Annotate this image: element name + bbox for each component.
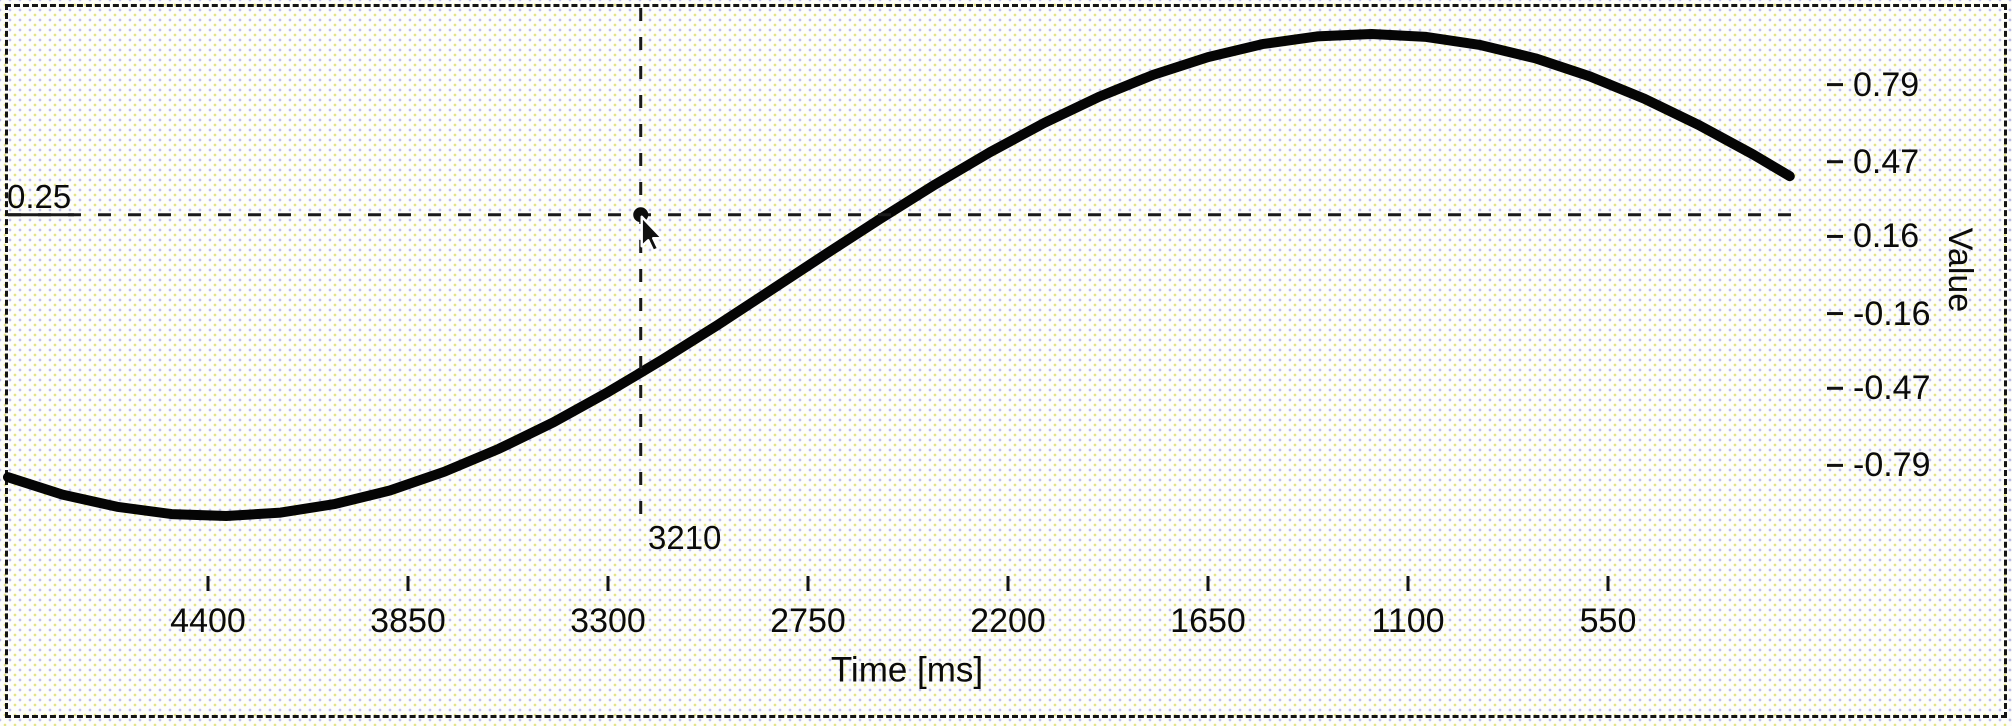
y-tick-label: 0.79 bbox=[1853, 65, 1920, 104]
series-line bbox=[3, 29, 1795, 521]
crosshair-x-label: 3210 bbox=[648, 519, 722, 556]
x-tick-label: 1650 bbox=[1170, 602, 1246, 640]
y-tick-label: -0.47 bbox=[1853, 369, 1931, 408]
x-tick-label: 4400 bbox=[170, 602, 246, 640]
x-tick-label: 3300 bbox=[570, 602, 646, 640]
x-axis-title: Time [ms] bbox=[830, 650, 984, 690]
y-tick-label: 0.16 bbox=[1853, 217, 1920, 256]
x-tick-label: 550 bbox=[1579, 602, 1637, 640]
mouse-cursor-icon bbox=[640, 215, 664, 252]
y-tick-label: -0.79 bbox=[1853, 446, 1931, 485]
y-tick-label: -0.16 bbox=[1853, 294, 1931, 333]
y-tick-label: 0.47 bbox=[1853, 142, 1920, 181]
x-tick-label: 1100 bbox=[1371, 602, 1445, 640]
x-tick-label: 2750 bbox=[770, 602, 846, 640]
crosshair-y-label: 0.25 bbox=[7, 178, 72, 215]
x-tick-label: 2200 bbox=[970, 602, 1046, 640]
y-axis-title: Value bbox=[1941, 227, 1979, 313]
x-tick-label: 3850 bbox=[370, 602, 446, 640]
